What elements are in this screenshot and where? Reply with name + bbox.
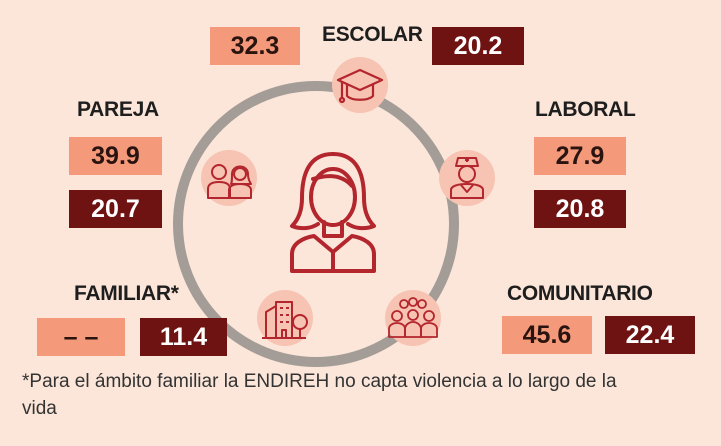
pareja-dark-value: 20.7 xyxy=(69,190,162,228)
nurse-icon xyxy=(439,150,495,206)
laboral-light-value: 27.9 xyxy=(534,137,626,175)
familiar-label: FAMILIAR* xyxy=(74,282,179,305)
comunitario-light-value: 45.6 xyxy=(502,316,592,354)
ring xyxy=(173,81,459,367)
laboral-label: LABORAL xyxy=(535,98,636,121)
pareja-label: PAREJA xyxy=(77,98,159,121)
pareja-light-value: 39.9 xyxy=(69,137,162,175)
footnote: *Para el ámbito familiar la ENDIREH no c… xyxy=(22,371,617,419)
escolar-dark-value: 20.2 xyxy=(432,27,524,65)
laboral-dark-value: 20.8 xyxy=(534,190,626,228)
crowd-icon xyxy=(385,290,441,346)
familiar-light-value: – – xyxy=(37,318,125,356)
escolar-label: ESCOLAR xyxy=(322,23,423,46)
comunitario-label: COMUNITARIO xyxy=(507,282,653,305)
graduation-cap-icon xyxy=(332,57,388,113)
woman-icon xyxy=(290,152,376,273)
house-tree-icon xyxy=(257,290,313,346)
escolar-light-value: 32.3 xyxy=(210,27,300,65)
comunitario-dark-value: 22.4 xyxy=(605,316,695,354)
couple-icon xyxy=(201,150,257,206)
familiar-dark-value: 11.4 xyxy=(140,318,227,356)
